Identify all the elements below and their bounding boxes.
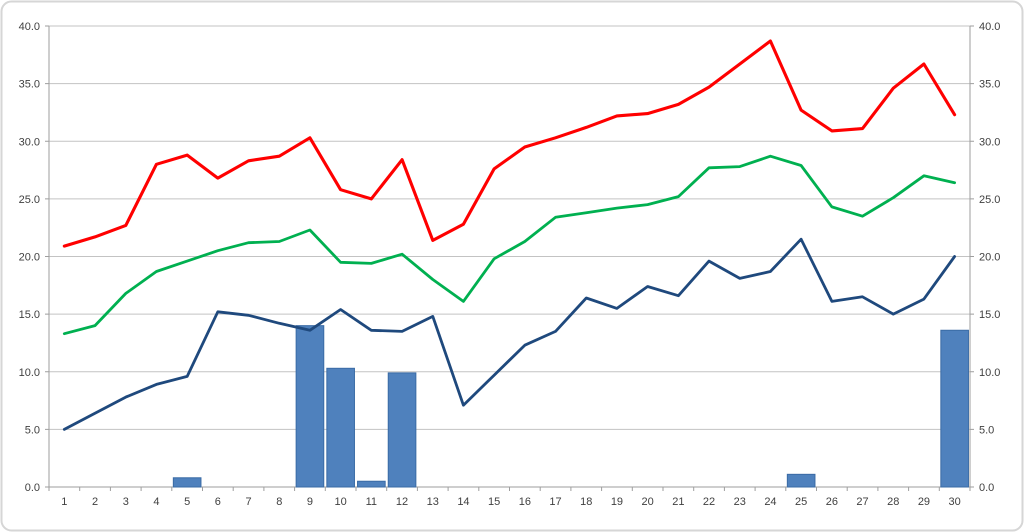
x-axis-label: 12 bbox=[396, 496, 408, 508]
y-axis-label-right: 20.0 bbox=[979, 252, 1000, 264]
bar bbox=[940, 329, 969, 488]
blue-line-series bbox=[62, 237, 956, 431]
x-axis-label: 9 bbox=[307, 496, 313, 508]
x-axis-label: 29 bbox=[918, 496, 930, 508]
y-axis-label-left: 25.0 bbox=[19, 194, 40, 206]
x-axis-label: 4 bbox=[153, 496, 159, 508]
x-axis-label: 8 bbox=[276, 496, 282, 508]
x-axis-label: 14 bbox=[457, 496, 469, 508]
x-axis-label: 20 bbox=[642, 496, 654, 508]
axis-labels: 0.0 5.0 10.0 15.0 20.0 25.0 30.0 35.0 40.0 0.0 5.0… bbox=[19, 21, 1001, 508]
bar bbox=[172, 477, 202, 488]
bar bbox=[326, 367, 355, 488]
x-axis-label: 24 bbox=[764, 496, 776, 508]
x-axis-label: 5 bbox=[184, 496, 190, 508]
y-axis-label-right: 40.0 bbox=[979, 21, 1000, 33]
x-axis-label: 23 bbox=[734, 496, 746, 508]
y-axis-label-left: 40.0 bbox=[19, 21, 40, 33]
y-axis-label-right: 0.0 bbox=[979, 482, 994, 494]
x-axis-label: 13 bbox=[427, 496, 439, 508]
x-axis-label: 26 bbox=[826, 496, 838, 508]
y-axis-label-left: 15.0 bbox=[19, 309, 40, 321]
y-axis-label-right: 30.0 bbox=[979, 136, 1000, 148]
x-axis-label: 3 bbox=[123, 496, 129, 508]
x-axis-label: 10 bbox=[335, 496, 347, 508]
x-axis-label: 17 bbox=[549, 496, 561, 508]
x-axis-label: 1 bbox=[61, 496, 67, 508]
bar bbox=[357, 480, 386, 488]
x-axis-label: 30 bbox=[949, 496, 961, 508]
bar bbox=[786, 473, 816, 488]
x-axis-label: 16 bbox=[519, 496, 531, 508]
x-axis-label: 28 bbox=[887, 496, 899, 508]
y-axis-label-left: 35.0 bbox=[19, 79, 40, 91]
x-axis-label: 2 bbox=[92, 496, 98, 508]
red-line bbox=[62, 39, 957, 248]
y-axis-label-right: 10.0 bbox=[979, 367, 1000, 379]
x-axis-label: 11 bbox=[366, 496, 377, 508]
green-line-series bbox=[62, 154, 956, 336]
x-axis-label: 7 bbox=[245, 496, 251, 508]
green-line bbox=[62, 154, 956, 336]
y-axis-label-left: 5.0 bbox=[25, 424, 40, 436]
x-axis-label: 22 bbox=[703, 496, 715, 508]
y-axis-label-left: 30.0 bbox=[19, 136, 40, 148]
x-axis-label: 21 bbox=[672, 496, 684, 508]
volume-bars-series bbox=[172, 325, 969, 488]
blue-line bbox=[62, 237, 956, 431]
y-axis-label-right: 25.0 bbox=[979, 194, 1000, 206]
y-axis-label-right: 5.0 bbox=[979, 424, 994, 436]
x-axis-label: 25 bbox=[795, 496, 807, 508]
y-axis-label-left: 0.0 bbox=[25, 482, 40, 494]
red-line-series bbox=[62, 39, 957, 248]
bar bbox=[295, 325, 325, 488]
bar bbox=[387, 372, 417, 488]
tick-marks bbox=[45, 25, 974, 491]
y-axis-label-right: 35.0 bbox=[979, 79, 1000, 91]
y-axis-label-left: 10.0 bbox=[19, 367, 40, 379]
y-axis-label-left: 20.0 bbox=[19, 252, 40, 264]
x-axis-label: 27 bbox=[856, 496, 868, 508]
x-axis-label: 19 bbox=[611, 496, 623, 508]
x-axis-label: 15 bbox=[488, 496, 500, 508]
x-axis-label: 6 bbox=[215, 496, 221, 508]
x-axis-label: 18 bbox=[580, 496, 592, 508]
y-axis-label-right: 15.0 bbox=[979, 309, 1000, 321]
